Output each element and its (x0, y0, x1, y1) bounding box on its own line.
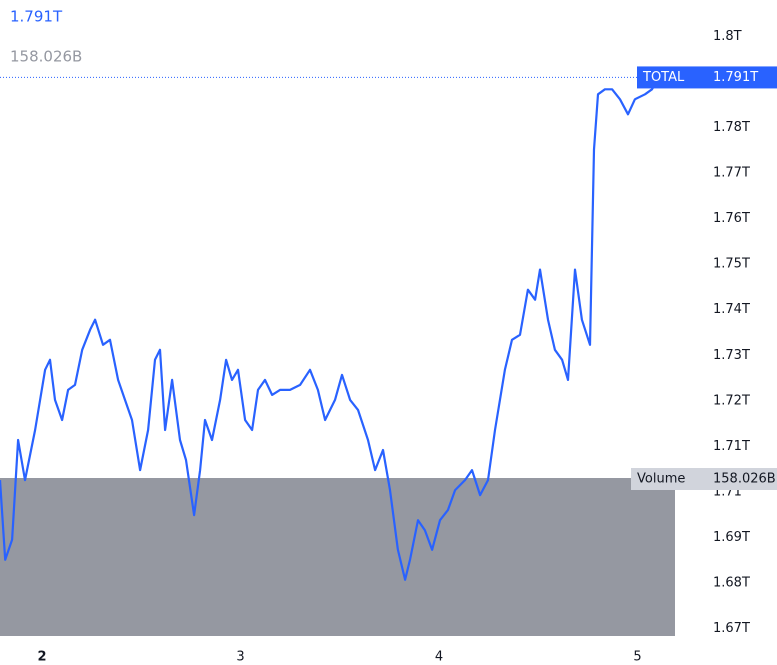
price-line (0, 73, 671, 581)
y-tick-label: 1.74T (713, 302, 750, 317)
volume-label: 158.026B (713, 472, 776, 487)
y-tick-label: 1.75T (713, 257, 750, 272)
current-value: 1.791T (10, 8, 63, 26)
volume-badge (631, 468, 777, 490)
x-tick-label: 5 (633, 650, 641, 665)
volume-name: Volume (637, 472, 685, 487)
series-name: TOTAL (642, 70, 685, 85)
y-tick-label: 1.67T (713, 621, 750, 636)
last-value-label: 1.791T (713, 70, 758, 85)
y-tick-label: 1.69T (713, 530, 750, 545)
y-tick-label: 1.72T (713, 393, 750, 408)
series-badge (637, 66, 777, 89)
current-volume: 158.026B (10, 48, 82, 66)
x-tick-label: 4 (435, 650, 443, 665)
volume-bar (0, 478, 675, 636)
y-tick-label: 1.73T (713, 348, 750, 363)
y-tick-label: 1.76T (713, 211, 750, 226)
y-tick-label: 1.78T (713, 120, 750, 135)
y-tick-label: 1.71T (713, 439, 750, 454)
x-tick-label: 2 (38, 650, 47, 665)
y-tick-label: 1.77T (713, 166, 750, 181)
x-tick-label: 3 (236, 650, 244, 665)
y-tick-label: 1.68T (713, 576, 750, 591)
y-tick-label: 1.8T (713, 29, 742, 44)
